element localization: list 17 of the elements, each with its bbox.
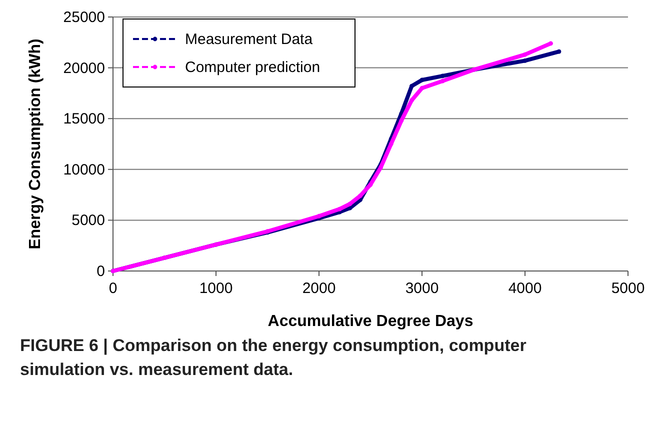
y-tick-label: 5000 bbox=[72, 212, 105, 230]
x-tick-label: 0 bbox=[108, 280, 118, 297]
x-tick-label: 5000 bbox=[611, 280, 645, 297]
x-tick-label: 3000 bbox=[405, 280, 439, 297]
x-tick-label: 2000 bbox=[302, 280, 336, 297]
x-tick-label: 4000 bbox=[508, 280, 542, 297]
y-tick-label: 25000 bbox=[63, 9, 105, 26]
y-tick-label: 20000 bbox=[63, 60, 105, 77]
y-tick-label: 0 bbox=[96, 263, 105, 280]
legend-label: Computer prediction bbox=[185, 59, 320, 76]
y-tick-label: 10000 bbox=[63, 161, 105, 178]
y-tick-label: 15000 bbox=[63, 110, 105, 128]
x-tick-label: 1000 bbox=[199, 280, 233, 297]
y-axis-title: Energy Consumption (kWh) bbox=[27, 38, 44, 250]
caption: FIGURE 6 | Comparison on the energy consumption, computer simulation vs. measurement data. bbox=[20, 336, 527, 379]
x-axis-title: Accumulative Degree Days bbox=[268, 313, 474, 330]
legend-label: Measurement Data bbox=[185, 31, 314, 48]
